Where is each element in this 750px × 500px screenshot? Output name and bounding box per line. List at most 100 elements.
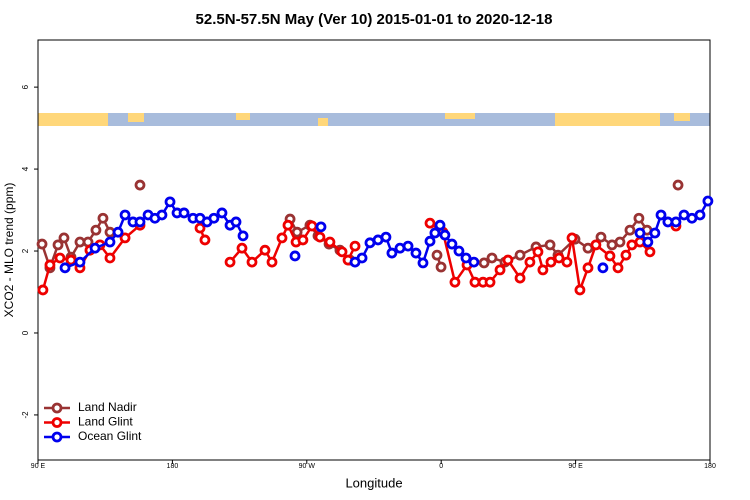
data-point	[410, 247, 422, 259]
data-point	[431, 249, 443, 261]
x-tick-label: 180	[167, 463, 179, 470]
data-point	[429, 227, 441, 239]
data-point	[314, 231, 326, 243]
data-point	[336, 246, 348, 258]
data-point	[44, 259, 56, 271]
data-point	[58, 232, 70, 244]
data-point	[237, 230, 249, 242]
data-point	[164, 196, 176, 208]
data-point	[59, 262, 71, 274]
data-point	[544, 239, 556, 251]
data-point	[435, 261, 447, 273]
data-point	[282, 219, 294, 231]
y-tick-label: 2	[21, 248, 30, 253]
data-point	[112, 226, 124, 238]
data-point	[545, 256, 557, 268]
data-point	[36, 238, 48, 250]
data-point	[289, 250, 301, 262]
data-point	[224, 256, 236, 268]
data-point	[208, 212, 220, 224]
legend-label: Land Glint	[78, 415, 133, 429]
data-point	[453, 245, 465, 257]
x-tick-label: 0	[439, 463, 443, 470]
data-point	[37, 284, 49, 296]
data-point	[494, 264, 506, 276]
data-point	[230, 216, 242, 228]
data-point	[104, 252, 116, 264]
data-point	[90, 224, 102, 236]
x-tick-label: 90 W	[299, 463, 316, 470]
data-point	[236, 242, 248, 254]
y-tick-label: 6	[21, 84, 30, 89]
data-point	[259, 244, 271, 256]
data-point	[89, 242, 101, 254]
data-point	[553, 252, 565, 264]
data-point	[324, 236, 336, 248]
legend-marker	[51, 417, 63, 428]
data-point	[624, 224, 636, 236]
x-axis-label: Longitude	[345, 475, 402, 490]
data-point	[54, 252, 66, 264]
y-tick-label: 0	[21, 330, 30, 335]
data-point	[649, 227, 661, 239]
data-point	[65, 254, 77, 266]
x-tick-label: 90 E	[31, 463, 46, 470]
data-point	[349, 240, 361, 252]
data-point	[670, 216, 682, 228]
data-point	[178, 207, 190, 219]
data-point	[417, 257, 429, 269]
x-tick-label: 180	[704, 463, 716, 470]
data-point	[434, 219, 446, 231]
data-point	[612, 262, 624, 274]
data-point	[97, 212, 109, 224]
data-point	[655, 209, 667, 221]
data-point	[424, 217, 436, 229]
data-point	[595, 231, 607, 243]
map-strip	[38, 113, 710, 126]
legend-marker	[51, 402, 63, 414]
data-point	[604, 250, 616, 262]
data-point	[266, 256, 278, 268]
data-point	[291, 226, 303, 238]
data-point	[297, 234, 309, 246]
data-point	[633, 212, 645, 224]
data-point	[702, 195, 714, 207]
data-point	[537, 264, 549, 276]
data-point	[449, 276, 461, 288]
data-point	[514, 249, 526, 261]
data-point	[402, 240, 414, 252]
data-point	[134, 216, 146, 228]
data-point	[620, 249, 632, 261]
data-point	[134, 179, 146, 191]
legend-label: Ocean Glint	[78, 429, 142, 443]
data-point	[532, 246, 544, 258]
data-point	[439, 229, 451, 241]
data-point	[276, 232, 288, 244]
y-tick-label: 4	[21, 166, 30, 171]
y-tick-label: -2	[21, 411, 30, 419]
data-point	[694, 209, 706, 221]
data-point	[199, 234, 211, 246]
data-point	[642, 236, 654, 248]
data-point	[644, 246, 656, 258]
data-point	[597, 262, 609, 274]
data-point	[590, 239, 602, 251]
data-point	[246, 256, 258, 268]
data-point	[356, 252, 368, 264]
data-point	[156, 209, 168, 221]
data-point	[582, 262, 594, 274]
legend-marker	[51, 431, 63, 443]
data-point	[514, 272, 526, 284]
data-point	[380, 231, 392, 243]
data-point	[672, 179, 684, 191]
data-point	[119, 232, 131, 244]
data-point	[306, 220, 318, 232]
chart-title: 52.5N-57.5N May (Ver 10) 2015-01-01 to 2…	[196, 11, 553, 28]
data-point	[484, 276, 496, 288]
data-point	[614, 236, 626, 248]
data-point	[566, 232, 578, 244]
data-point	[634, 227, 646, 239]
data-point	[446, 238, 458, 250]
data-point	[468, 256, 480, 268]
